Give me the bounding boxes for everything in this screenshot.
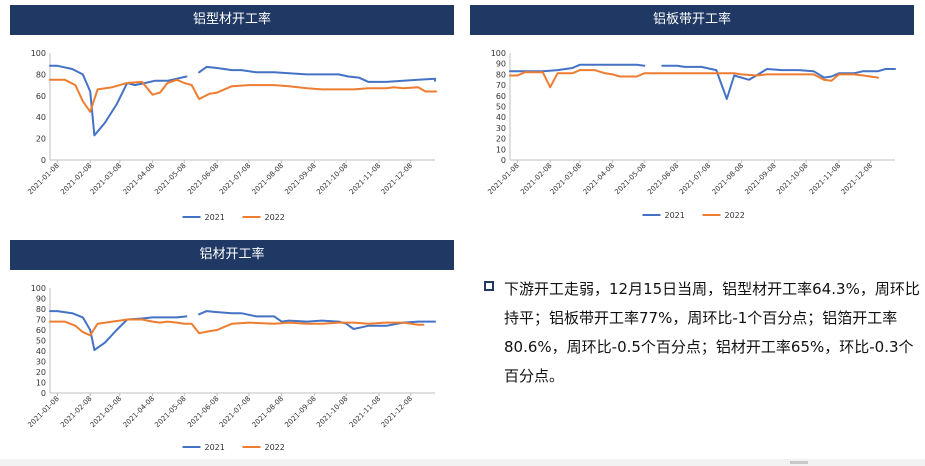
- chart-panel-material: 铝材开工率 0 10 20 30 40 50 60 70 80 90 100 2021-01-08 20…: [10, 240, 454, 462]
- y-tick-label: 70: [36, 316, 46, 325]
- y-tick-label: 80: [36, 70, 46, 79]
- series-line-2021: [49, 310, 188, 351]
- x-tick-label: 2021-07-08: [678, 162, 712, 196]
- chart-panel-sheet: 铝板带开工率 0 10 20 30 40 50 60 70 80 90 100 2021-01-08 2…: [470, 5, 914, 227]
- chart-sheet: 01020304050607080901002021-01-082021-02-…: [486, 49, 896, 220]
- x-tick-label: 2021-09-08: [743, 162, 777, 196]
- y-tick-label: 60: [496, 92, 506, 101]
- y-tick-label: 40: [496, 113, 506, 122]
- x-tick-label: 2021-04-08: [122, 162, 156, 196]
- y-tick-label: 60: [36, 92, 46, 101]
- x-tick-label: 2021-01-08: [26, 162, 60, 196]
- legend-label-2022: 2022: [265, 213, 285, 222]
- x-tick-label: 2021-06-08: [186, 162, 220, 196]
- x-tick-label: 2021-03-08: [89, 395, 123, 429]
- series-line-2021: [661, 64, 896, 100]
- x-tick-label: 2021-08-08: [251, 395, 285, 429]
- x-tick-label: 2021-08-08: [251, 162, 285, 196]
- y-tick-label: 80: [496, 70, 506, 79]
- y-tick-label: 20: [496, 135, 506, 144]
- y-tick-label: 30: [496, 124, 506, 133]
- y-tick-label: 0: [501, 156, 506, 165]
- x-tick-label: 2021-05-08: [613, 162, 647, 196]
- y-tick-label: 40: [36, 113, 46, 122]
- y-tick-label: 60: [36, 326, 46, 335]
- x-tick-label: 2021-11-08: [348, 395, 382, 429]
- x-tick-label: 2021-04-08: [122, 395, 156, 429]
- chart-material: 01020304050607080901002021-01-082021-02-…: [26, 284, 436, 452]
- x-tick-label: 2021-01-08: [486, 162, 520, 196]
- y-tick-label: 40: [36, 347, 46, 356]
- x-tick-label: 2021-12-08: [840, 162, 874, 196]
- legend-label-2022: 2022: [265, 443, 285, 452]
- y-tick-label: 50: [36, 337, 46, 346]
- commentary-text: 下游开工走弱，12月15日当周，铝型材开工率64.3%，周环比持平；铝板带开工率…: [504, 280, 920, 385]
- x-tick-label: 2021-06-08: [186, 395, 220, 429]
- y-tick-label: 50: [496, 103, 506, 112]
- x-tick-label: 2021-05-08: [153, 162, 187, 196]
- y-tick-label: 70: [496, 81, 506, 90]
- legend-label-2021: 2021: [205, 443, 225, 452]
- y-tick-label: 10: [36, 379, 46, 388]
- x-tick-label: 2021-05-08: [153, 395, 187, 429]
- series-line-2021: [198, 65, 436, 83]
- commentary: 下游开工走弱，12月15日当周，铝型材开工率64.3%，周环比持平；铝板带开工率…: [480, 275, 920, 391]
- y-tick-label: 20: [36, 135, 46, 144]
- x-tick-label: 2021-11-08: [348, 162, 382, 196]
- x-tick-label: 2021-10-08: [315, 395, 349, 429]
- x-tick-label: 2021-06-08: [646, 162, 680, 196]
- bottom-strip: [0, 459, 925, 466]
- x-tick-label: 2021-03-08: [549, 162, 583, 196]
- series-line-2022: [49, 318, 425, 337]
- x-tick-label: 2021-07-08: [218, 395, 252, 429]
- series-line-2022: [509, 69, 880, 89]
- bullet-square-icon: [484, 281, 494, 291]
- y-tick-label: 0: [41, 156, 46, 165]
- x-tick-label: 2021-07-08: [218, 162, 252, 196]
- series-line-2021: [49, 64, 188, 137]
- x-tick-label: 2021-03-08: [89, 162, 123, 196]
- x-tick-label: 2021-01-08: [26, 395, 60, 429]
- y-tick-label: 100: [31, 49, 46, 58]
- x-tick-label: 2021-10-08: [775, 162, 809, 196]
- y-tick-label: 10: [496, 145, 506, 154]
- bottom-strip-marker: [790, 461, 808, 464]
- y-tick-label: 30: [36, 358, 46, 367]
- chart-title-sheet: 铝板带开工率: [470, 5, 914, 35]
- y-tick-label: 0: [41, 389, 46, 398]
- chart-panel-profile: 铝型材开工率 0 20 40 60 80 100 2021-01-08 2021-02-08 2…: [10, 5, 454, 227]
- y-tick-label: 20: [36, 368, 46, 377]
- legend-label-2021: 2021: [205, 213, 225, 222]
- series-line-2021: [198, 310, 436, 330]
- y-tick-label: 100: [31, 284, 46, 293]
- x-tick-label: 2021-04-08: [582, 162, 616, 196]
- y-tick-label: 80: [36, 305, 46, 314]
- x-tick-label: 2021-09-08: [283, 162, 317, 196]
- y-tick-label: 90: [496, 60, 506, 69]
- x-tick-label: 2021-09-08: [283, 395, 317, 429]
- x-tick-label: 2021-10-08: [315, 162, 349, 196]
- chart-profile: 0204060801002021-01-082021-02-082021-03-…: [26, 49, 438, 222]
- y-tick-label: 100: [491, 49, 506, 58]
- series-line-2021: [509, 63, 646, 73]
- legend-label-2021: 2021: [665, 211, 685, 220]
- x-tick-label: 2021-11-08: [808, 162, 842, 196]
- legend-label-2022: 2022: [725, 211, 745, 220]
- x-tick-label: 2021-12-08: [380, 395, 414, 429]
- x-tick-label: 2021-12-08: [380, 162, 414, 196]
- series-line-2022: [49, 78, 438, 113]
- chart-title-profile: 铝型材开工率: [10, 5, 454, 35]
- chart-title-material: 铝材开工率: [10, 240, 454, 270]
- x-tick-label: 2021-08-08: [711, 162, 745, 196]
- y-tick-label: 90: [36, 295, 46, 304]
